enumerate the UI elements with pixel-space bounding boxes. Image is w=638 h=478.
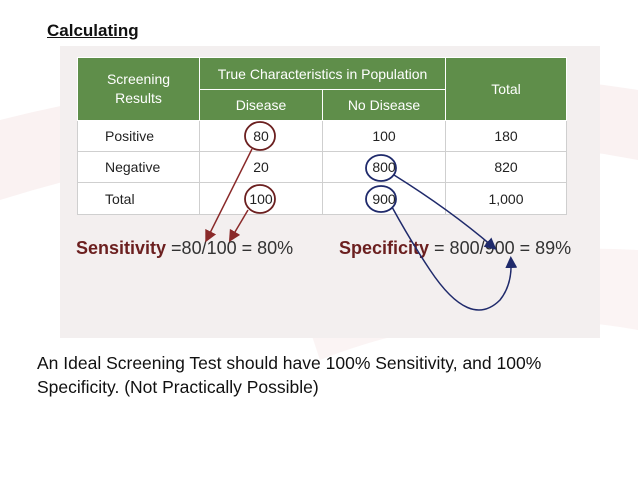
table-row-positive: Positive 80 100 180 — [77, 120, 567, 152]
screening-table: Screening Results True Characteristics i… — [77, 57, 567, 215]
disease-header: Disease — [199, 89, 323, 121]
no-disease-header: No Disease — [322, 89, 446, 121]
table-row-total: Total 100 900 1,000 — [77, 182, 567, 215]
cell-disease: 100 — [199, 182, 323, 215]
total-header: Total — [445, 57, 567, 121]
row-label: Negative — [77, 151, 200, 183]
cell-no-disease: 800 — [322, 151, 446, 183]
screening-header-line1: Screening — [106, 71, 171, 87]
cell-total: 180 — [445, 120, 567, 152]
sensitivity-label: Sensitivity — [76, 238, 167, 258]
true-characteristics-header: True Characteristics in Population — [199, 57, 446, 90]
cell-no-disease: 900 — [322, 182, 446, 215]
sensitivity-expression: =80/100 = 80% — [166, 238, 294, 258]
sensitivity-formula: Sensitivity =80/100 = 80% — [76, 238, 293, 259]
specificity-formula: Specificity = 800/900 = 89% — [339, 238, 571, 259]
screening-results-header: Screening Results — [77, 57, 200, 121]
screening-header-line2: Results — [115, 90, 162, 106]
cell-disease: 20 — [199, 151, 323, 183]
cell-no-disease: 100 — [322, 120, 446, 152]
specificity-expression: = 800/900 = 89% — [429, 238, 572, 258]
cell-total: 1,000 — [445, 182, 567, 215]
slide-title: Calculating — [47, 21, 139, 40]
row-label: Positive — [77, 120, 200, 152]
table-row-negative: Negative 20 800 820 — [77, 151, 567, 183]
cell-total: 820 — [445, 151, 567, 183]
specificity-label: Specificity — [339, 238, 430, 258]
cell-disease: 80 — [199, 120, 323, 152]
row-label: Total — [77, 182, 200, 215]
ideal-test-statement: An Ideal Screening Test should have 100%… — [37, 353, 542, 397]
